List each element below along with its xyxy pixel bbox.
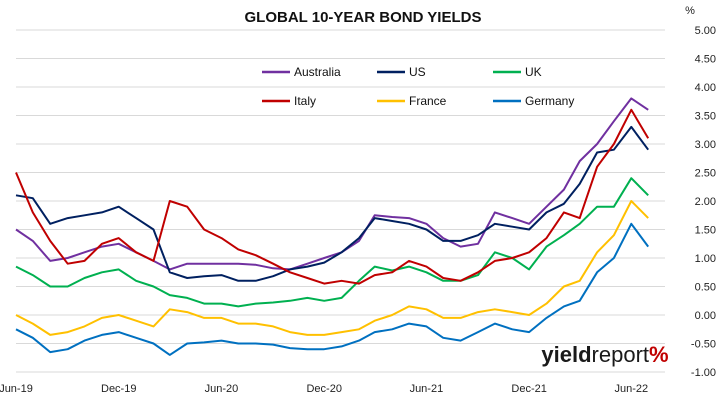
series-line-us (15, 125, 650, 282)
y-tick-label: 1.50 (695, 225, 716, 237)
legend-label-italy: Italy (294, 94, 316, 108)
y-tick-label: 4.50 (695, 54, 716, 66)
y-tick-label: 0.00 (695, 310, 716, 322)
x-tick-label: Jun-19 (0, 383, 33, 395)
y-tick-label: -0.50 (691, 339, 716, 351)
series-lines (15, 97, 650, 356)
legend-label-uk: UK (525, 65, 542, 79)
x-tick-label: Jun-22 (614, 383, 648, 395)
y-tick-label: 3.50 (695, 111, 716, 123)
series-line-germany (15, 222, 650, 356)
y-tick-label: 4.00 (695, 82, 716, 94)
y-axis: 5.00 4.50 4.00 3.50 3.00 2.50 2.00 1.50 1.00 0.50… (691, 25, 716, 379)
brand-logo: yieldreport% (541, 342, 668, 367)
y-tick-label: -1.00 (691, 367, 716, 379)
brand-report: report (592, 342, 649, 367)
y-unit-label: % (685, 5, 695, 17)
legend-label-us: US (409, 65, 426, 79)
x-tick-label: Dec-19 (101, 383, 136, 395)
series-line-italy (15, 108, 650, 285)
x-axis: Jun-19 Dec-19 Jun-20 Dec-20 Jun-21 Dec-21 Jun-… (0, 383, 648, 395)
brand-percent: % (649, 342, 669, 367)
y-tick-label: 2.00 (695, 196, 716, 208)
legend-label-germany: Germany (525, 94, 574, 108)
y-tick-label: 0.50 (695, 282, 716, 294)
x-tick-label: Jun-21 (410, 383, 444, 395)
legend-label-france: France (409, 94, 447, 108)
series-line-uk (15, 177, 649, 308)
legend-label-australia: Australia (294, 65, 341, 79)
series-line-france (15, 200, 649, 336)
y-tick-label: 2.50 (695, 168, 716, 180)
y-tick-label: 1.00 (695, 253, 716, 265)
x-tick-label: Dec-21 (511, 383, 546, 395)
chart-title: GLOBAL 10-YEAR BOND YIELDS (245, 9, 482, 26)
x-tick-label: Jun-20 (205, 383, 239, 395)
legend: Australia US UK Italy France Germany (262, 65, 574, 108)
brand-yield: yield (541, 342, 591, 367)
series-line-australia (15, 97, 649, 271)
y-tick-label: 3.00 (695, 139, 716, 151)
x-tick-label: Dec-20 (306, 383, 341, 395)
gridlines (16, 29, 665, 373)
y-tick-label: 5.00 (695, 25, 716, 37)
